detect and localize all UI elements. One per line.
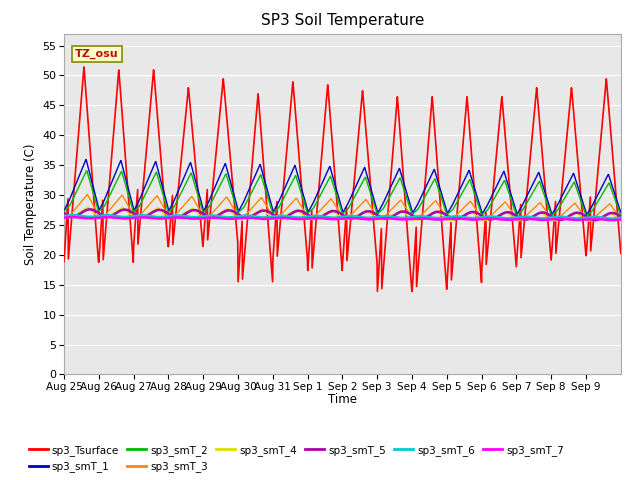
Line: sp3_smT_7: sp3_smT_7 [64, 217, 621, 220]
sp3_smT_3 [474, 209, 482, 215]
sp3_smT_5 [60, 210, 68, 216]
sp3_smT_4 [611, 213, 618, 218]
sp3_smT_1 [617, 210, 625, 216]
sp3_Tsurface [317, 155, 325, 160]
sp3_smT_5 [556, 217, 563, 223]
sp3_smT_7 [611, 217, 618, 223]
sp3_Tsurface [80, 64, 88, 70]
sp3_smT_7 [148, 215, 156, 221]
sp3_Tsurface [328, 137, 336, 143]
sp3_smT_5 [148, 210, 156, 216]
sp3_smT_2 [474, 201, 482, 206]
sp3_smT_7 [317, 216, 325, 221]
sp3_smT_3 [60, 212, 68, 217]
sp3_smT_4 [328, 207, 336, 213]
sp3_smT_6 [148, 214, 156, 219]
sp3_smT_5 [617, 214, 625, 219]
sp3_smT_3 [317, 206, 325, 212]
sp3_smT_3 [148, 199, 156, 205]
sp3_smT_3 [611, 207, 618, 213]
sp3_smT_1 [317, 181, 325, 187]
sp3_smT_7 [69, 214, 77, 220]
sp3_smT_6 [317, 214, 325, 219]
sp3_smT_6 [474, 215, 482, 221]
sp3_smT_2 [83, 168, 91, 174]
sp3_smT_2 [617, 213, 625, 218]
sp3_smT_2 [611, 194, 618, 200]
Legend: sp3_Tsurface, sp3_smT_1, sp3_smT_2, sp3_smT_3, sp3_smT_4, sp3_smT_5, sp3_smT_6, : sp3_Tsurface, sp3_smT_1, sp3_smT_2, sp3_… [25, 441, 568, 476]
sp3_Tsurface [60, 259, 68, 264]
sp3_smT_4 [556, 217, 563, 223]
sp3_smT_4 [60, 215, 68, 221]
sp3_smT_7 [556, 216, 563, 222]
sp3_smT_7 [474, 216, 482, 222]
sp3_smT_4 [617, 218, 625, 224]
sp3_smT_1 [83, 156, 90, 162]
X-axis label: Time: Time [328, 394, 357, 407]
sp3_Tsurface [148, 91, 156, 97]
sp3_smT_1 [611, 190, 618, 195]
sp3_smT_1 [328, 171, 336, 177]
sp3_smT_3 [556, 215, 563, 220]
Title: SP3 Soil Temperature: SP3 Soil Temperature [260, 13, 424, 28]
sp3_Tsurface [617, 251, 625, 256]
sp3_smT_3 [328, 197, 336, 203]
sp3_smT_6 [611, 216, 618, 221]
sp3_smT_3 [582, 216, 590, 222]
sp3_Tsurface [611, 171, 618, 177]
sp3_smT_5 [474, 211, 482, 216]
Line: sp3_smT_2: sp3_smT_2 [64, 171, 621, 216]
sp3_smT_4 [84, 204, 92, 210]
Y-axis label: Soil Temperature (C): Soil Temperature (C) [24, 143, 36, 265]
sp3_Tsurface [374, 288, 381, 294]
sp3_smT_3 [617, 216, 625, 222]
sp3_smT_4 [582, 218, 590, 224]
sp3_smT_6 [608, 216, 616, 222]
sp3_smT_6 [328, 215, 336, 220]
sp3_smT_5 [591, 217, 599, 223]
sp3_smT_2 [556, 204, 563, 210]
sp3_smT_7 [617, 216, 625, 222]
Line: sp3_smT_6: sp3_smT_6 [64, 215, 621, 219]
sp3_smT_4 [317, 213, 325, 218]
Line: sp3_smT_3: sp3_smT_3 [64, 194, 621, 219]
sp3_smT_1 [556, 198, 563, 204]
sp3_smT_5 [611, 210, 618, 216]
sp3_smT_4 [148, 209, 156, 215]
sp3_smT_6 [69, 212, 77, 218]
sp3_smT_2 [60, 208, 68, 214]
sp3_smT_6 [617, 215, 625, 221]
sp3_smT_1 [148, 168, 156, 174]
sp3_smT_4 [474, 214, 482, 220]
sp3_Tsurface [474, 238, 482, 243]
Line: sp3_smT_5: sp3_smT_5 [64, 209, 621, 220]
sp3_smT_7 [328, 216, 336, 222]
sp3_smT_7 [608, 217, 616, 223]
Line: sp3_Tsurface: sp3_Tsurface [64, 67, 621, 291]
sp3_smT_2 [317, 190, 325, 196]
sp3_smT_5 [328, 208, 336, 214]
sp3_smT_5 [86, 206, 93, 212]
Line: sp3_smT_1: sp3_smT_1 [64, 159, 621, 216]
Text: TZ_osu: TZ_osu [75, 49, 119, 59]
sp3_smT_6 [60, 213, 68, 219]
sp3_Tsurface [556, 208, 564, 214]
sp3_smT_2 [148, 179, 156, 185]
sp3_smT_3 [83, 192, 91, 197]
sp3_smT_1 [60, 208, 68, 214]
sp3_smT_7 [60, 215, 68, 221]
sp3_smT_1 [474, 196, 482, 202]
sp3_smT_2 [328, 178, 336, 184]
sp3_smT_1 [582, 213, 590, 218]
sp3_smT_2 [582, 213, 590, 218]
sp3_smT_6 [556, 214, 563, 220]
sp3_smT_5 [317, 214, 325, 220]
Line: sp3_smT_4: sp3_smT_4 [64, 207, 621, 221]
